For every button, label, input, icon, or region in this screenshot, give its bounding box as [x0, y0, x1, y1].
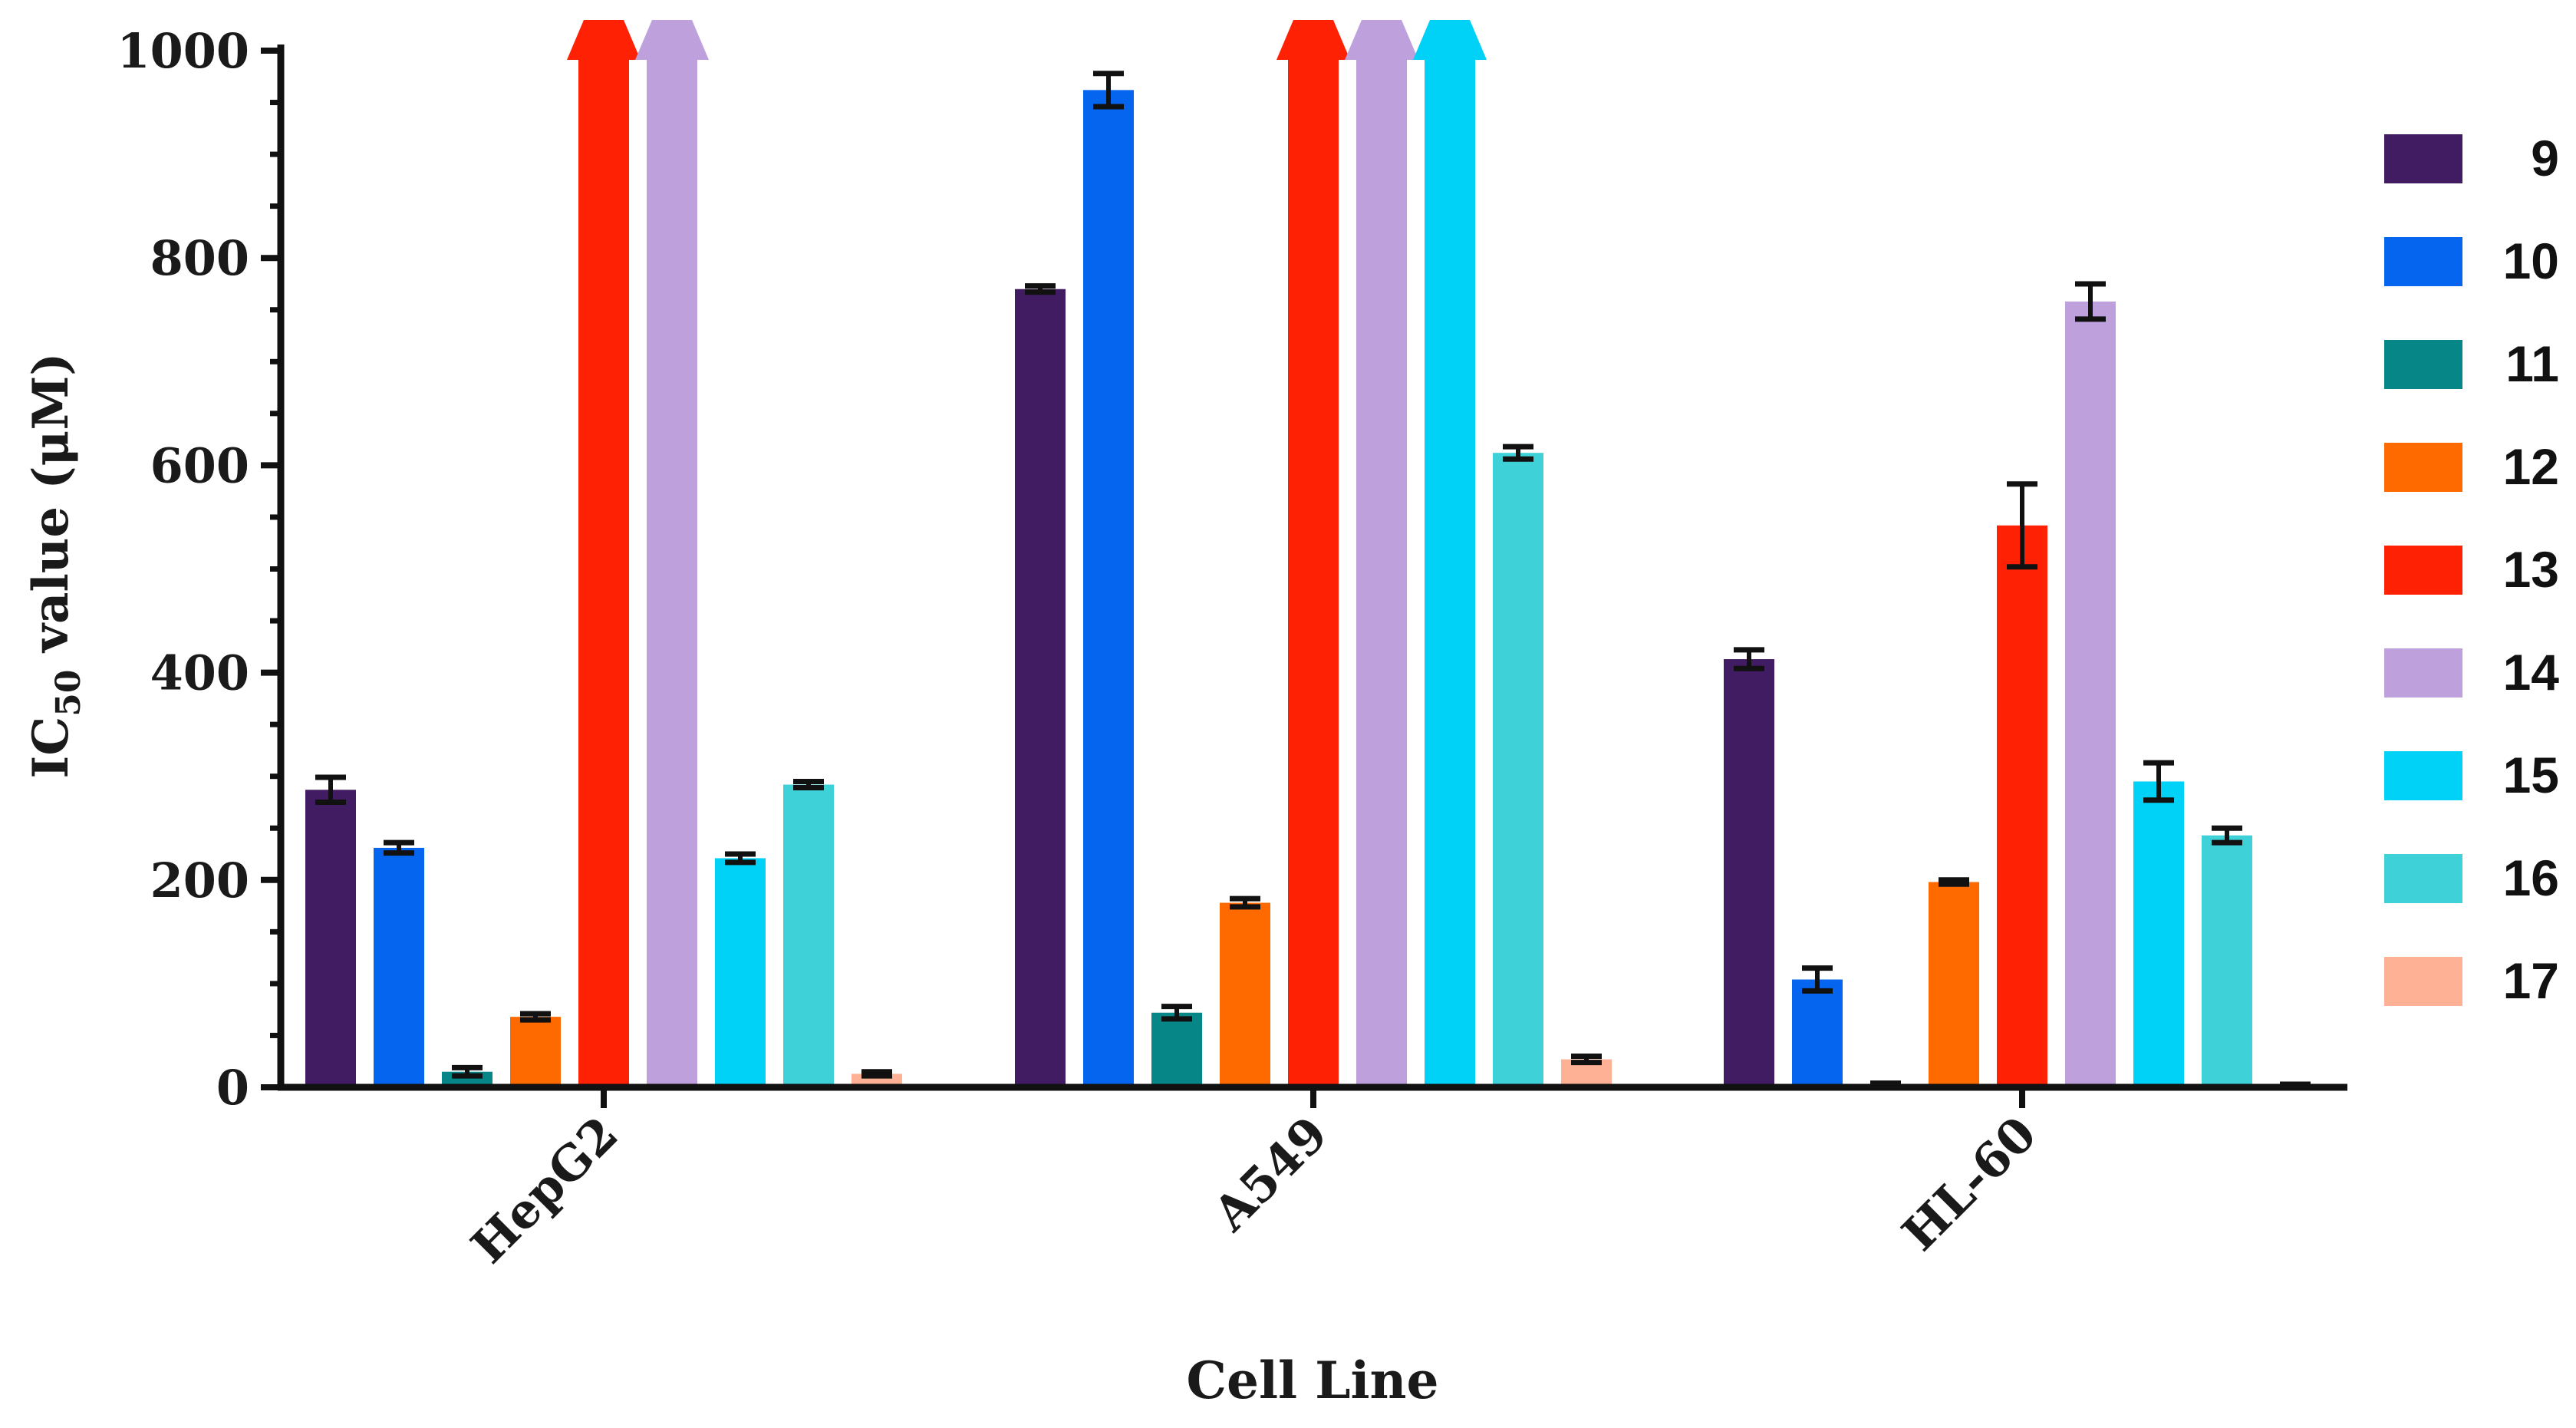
y-axis-title-main: IC	[22, 717, 80, 779]
bar	[1220, 902, 1270, 1087]
bar	[1493, 453, 1543, 1087]
x-ticks: HepG2 A549 HL-60	[460, 1087, 2047, 1275]
legend-label: 11	[2505, 335, 2559, 392]
y-tick-label: 400	[150, 645, 249, 701]
legend-swatch	[2384, 751, 2462, 800]
legend-label: 13	[2503, 541, 2559, 598]
legend-swatch	[2384, 854, 2462, 903]
bar-overflow-arrow	[635, 20, 709, 60]
legend-label: 9	[2531, 130, 2559, 186]
x-tick-label: HL-60	[1892, 1106, 2047, 1261]
bar-overflow-arrow	[1276, 20, 1350, 60]
x-axis-title: Cell Line	[1186, 1350, 1438, 1410]
plot-area	[305, 20, 2321, 1090]
y-tick-label: 200	[150, 853, 249, 909]
legend-swatch	[2384, 340, 2462, 389]
y-tick-label: 0	[216, 1060, 249, 1116]
bar	[1015, 289, 1066, 1088]
y-tick-label: 600	[150, 437, 249, 493]
legend-label: 12	[2503, 438, 2559, 495]
legend-label: 16	[2503, 849, 2559, 906]
bar	[1356, 58, 1407, 1087]
x-tick-label: A549	[1202, 1106, 1339, 1242]
bar	[783, 784, 834, 1087]
bar	[305, 790, 356, 1087]
legend-label: 14	[2503, 644, 2560, 701]
y-axis-title-subscript: 50	[49, 669, 88, 716]
legend-swatch	[2384, 648, 2462, 698]
bar	[647, 58, 697, 1087]
legend-label: 10	[2503, 233, 2559, 289]
y-axis-title: IC50 value (μM)	[22, 352, 88, 778]
bar	[374, 847, 424, 1087]
legend: 9 10 11 12 13 14 15 16 17	[2384, 130, 2559, 1009]
legend-swatch	[2384, 957, 2462, 1006]
y-ticks: 0 200 400 600 800 1000	[117, 23, 281, 1116]
legend-label: 17	[2503, 952, 2559, 1009]
bar-overflow-arrow	[567, 20, 641, 60]
bar	[1083, 90, 1134, 1087]
bar	[715, 858, 766, 1087]
y-tick-label: 1000	[117, 23, 249, 79]
y-tick-label: 800	[150, 230, 249, 286]
y-axis-title-rest: value (μM)	[22, 352, 80, 669]
bar	[2133, 781, 2184, 1087]
legend-swatch	[2384, 134, 2462, 183]
legend-swatch	[2384, 443, 2462, 492]
bar-overflow-arrow	[1345, 20, 1418, 60]
bar	[2202, 835, 2252, 1087]
bar	[510, 1017, 561, 1087]
legend-label: 15	[2503, 747, 2559, 803]
bar	[1724, 659, 1774, 1087]
bar	[1288, 58, 1339, 1087]
bar	[2065, 301, 2116, 1087]
bar-overflow-arrow	[1413, 20, 1487, 60]
legend-swatch	[2384, 237, 2462, 286]
legend-swatch	[2384, 546, 2462, 595]
x-tick-label: HepG2	[460, 1106, 629, 1275]
bar	[1792, 979, 1843, 1087]
bar	[1997, 525, 2047, 1087]
bar	[1929, 882, 1979, 1087]
bar	[1425, 58, 1475, 1087]
bar	[1151, 1012, 1202, 1087]
bar	[578, 58, 629, 1087]
